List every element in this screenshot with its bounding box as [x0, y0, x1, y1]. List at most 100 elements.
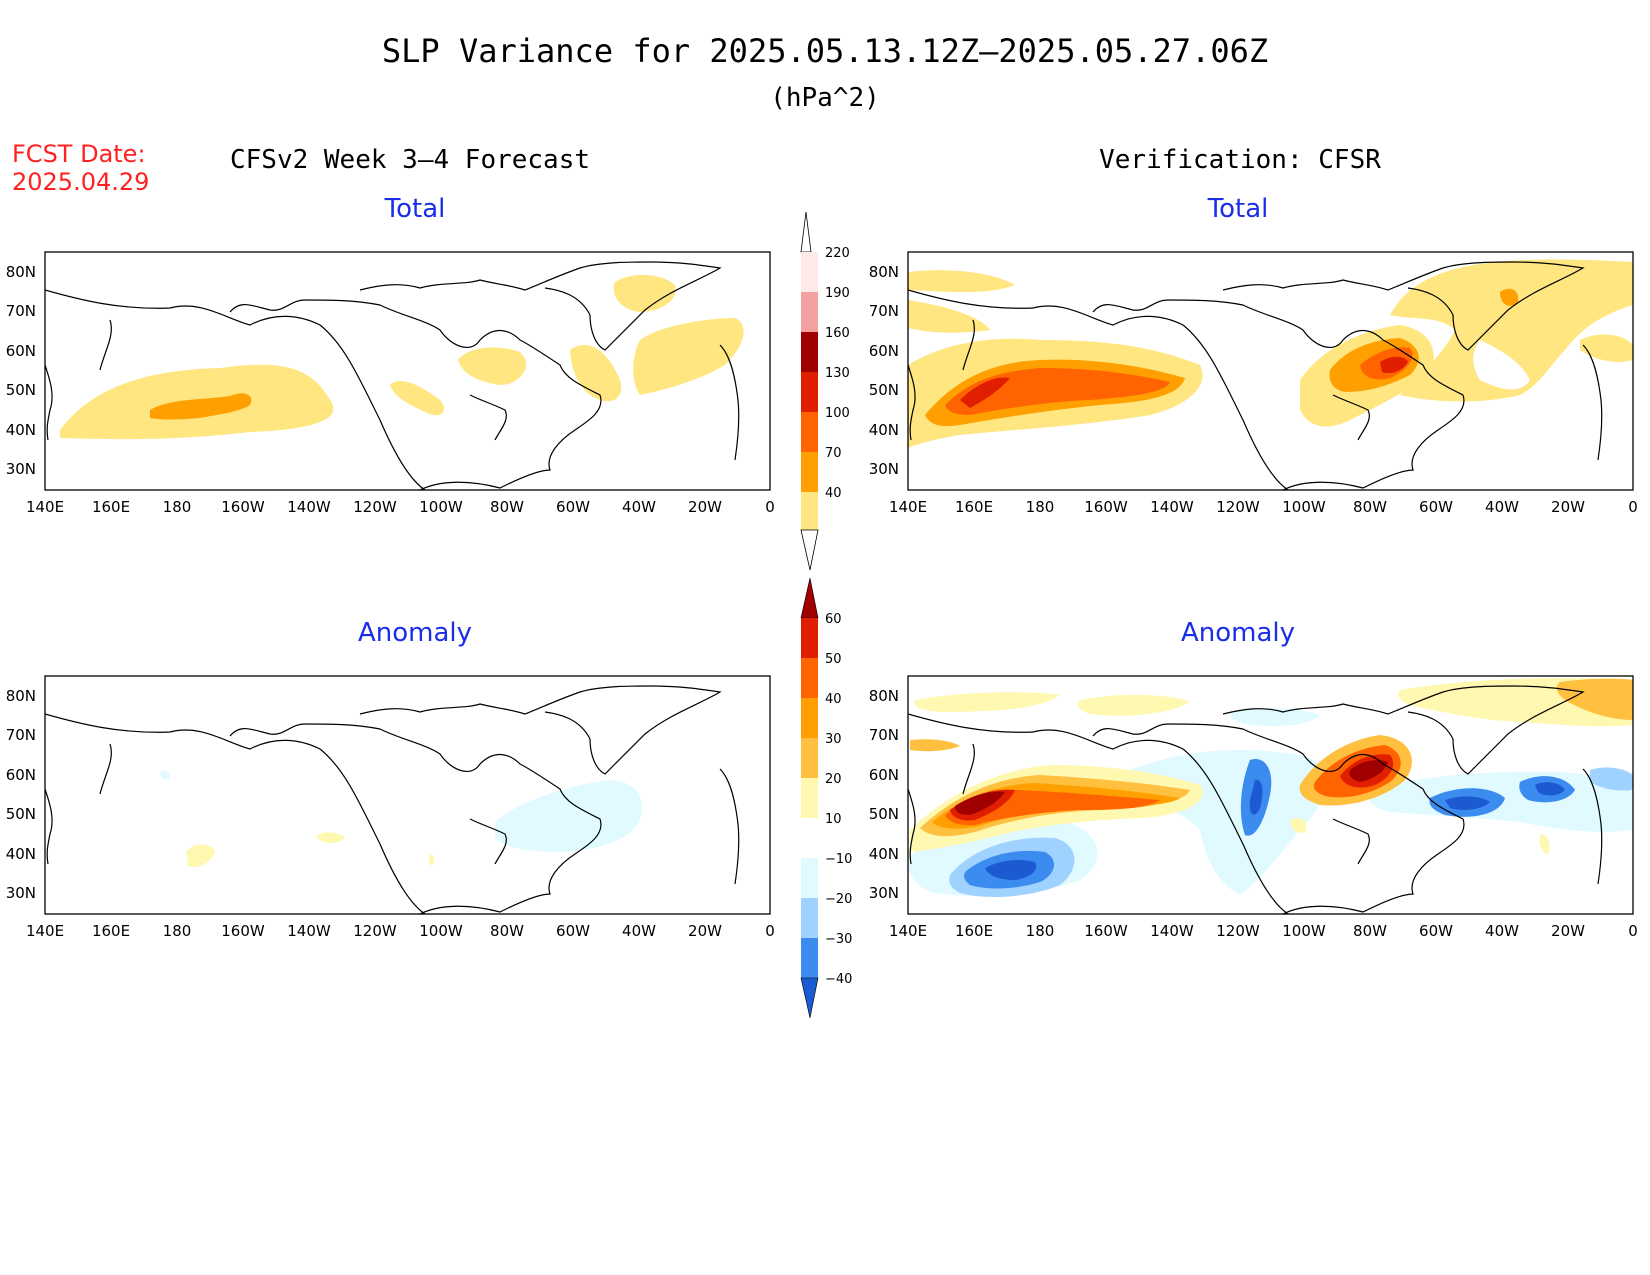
colorbar-total-bin	[801, 492, 818, 530]
colorbar-anomaly-bin	[801, 858, 818, 898]
colorbar-total-label: 190	[825, 286, 850, 301]
colorbar-total-bin	[801, 252, 818, 292]
colorbar-anomaly-bin	[801, 938, 818, 978]
lat-label: 80N	[869, 687, 899, 705]
colorbar-anomaly-bin	[801, 738, 818, 778]
lon-label: 160E	[92, 922, 130, 940]
lon-label: 160W	[1084, 922, 1128, 940]
map-forecast-total: 80N 70N 60N 50N 40N 30N 140E 160E 180 16…	[6, 251, 775, 516]
lon-label: 20W	[688, 498, 722, 516]
lon-label: 180	[163, 498, 192, 516]
lat-label: 40N	[869, 845, 899, 863]
lon-label: 180	[1026, 922, 1055, 940]
colorbar-anomaly-label: 10	[825, 812, 842, 827]
lon-label: 140W	[287, 922, 331, 940]
lat-label: 60N	[6, 766, 36, 784]
units-label: (hPa^2)	[770, 83, 880, 113]
colorbar-total-bin	[801, 452, 818, 492]
colorbar-total-top-arrow	[800, 211, 812, 253]
lon-label: 60W	[1419, 922, 1453, 940]
lat-label: 60N	[869, 342, 899, 360]
lat-label: 70N	[869, 726, 899, 744]
map-verification-total: 80N 70N 60N 50N 40N 30N 140E 160E 180 16…	[869, 251, 1638, 516]
lon-label: 20W	[688, 922, 722, 940]
figure-title: SLP Variance for 2025.05.13.12Z–2025.05.…	[382, 32, 1268, 70]
lon-label: 60W	[556, 498, 590, 516]
lon-axis-forecast-total: 140E 160E 180 160W 140W 120W 100W 80W 60…	[26, 498, 775, 516]
lat-label: 40N	[6, 845, 36, 863]
lon-label: 100W	[419, 498, 463, 516]
lat-label: 70N	[869, 302, 899, 320]
coastlines-forecast-total	[45, 261, 740, 490]
lat-label: 80N	[6, 263, 36, 281]
lat-label: 50N	[6, 381, 36, 399]
lat-label: 50N	[869, 381, 899, 399]
lon-label: 120W	[1216, 922, 1260, 940]
colorbar-anomaly-label: −40	[825, 972, 852, 987]
lon-label: 180	[163, 922, 192, 940]
lon-label: 100W	[419, 922, 463, 940]
colorbar-anomaly-label: 20	[825, 772, 842, 787]
lon-label: 140E	[889, 498, 927, 516]
lon-label: 160W	[1084, 498, 1128, 516]
colorbar-total-label: 40	[825, 486, 842, 501]
lon-label: 140E	[26, 498, 64, 516]
lon-label: 140W	[1150, 498, 1194, 516]
colorbar-total-bin	[801, 412, 818, 452]
colorbar-total: 220 190 160 130 100 70 40	[800, 211, 850, 571]
lon-label: 20W	[1551, 498, 1585, 516]
lon-label: 60W	[1419, 498, 1453, 516]
lat-label: 80N	[869, 263, 899, 281]
lon-label: 80W	[490, 922, 524, 940]
colorbar-total-label: 130	[825, 366, 850, 381]
lon-label: 180	[1026, 498, 1055, 516]
lon-label: 140E	[889, 922, 927, 940]
lat-label: 30N	[6, 884, 36, 902]
colorbar-anomaly-label: 50	[825, 652, 842, 667]
lon-label: 40W	[1485, 922, 1519, 940]
lon-label: 40W	[622, 922, 656, 940]
shading-forecast-anomaly	[160, 770, 642, 868]
lon-label: 0	[1628, 922, 1638, 940]
coastlines-forecast-anomaly	[45, 685, 740, 914]
shading-verification-anomaly	[908, 678, 1633, 897]
coastlines-verification-total	[908, 261, 1603, 490]
colorbar-anomaly-bottom-arrow	[800, 977, 819, 1019]
lon-label: 0	[765, 498, 775, 516]
colorbar-anomaly-label: 40	[825, 692, 842, 707]
lon-label: 120W	[353, 922, 397, 940]
lat-axis-forecast-total: 80N 70N 60N 50N 40N 30N	[6, 263, 36, 478]
colorbar-anomaly-bin	[801, 818, 818, 858]
colorbar-total-bottom-arrow	[800, 529, 819, 571]
lon-label: 120W	[1216, 498, 1260, 516]
panel-title-verification-total: Total	[1207, 194, 1269, 224]
lon-label: 40W	[1485, 498, 1519, 516]
colorbar-anomaly-label: −10	[825, 852, 852, 867]
lon-label: 100W	[1282, 922, 1326, 940]
lon-label: 40W	[622, 498, 656, 516]
map-forecast-anomaly: 80N 70N 60N 50N 40N 30N 140E 160E 180 16…	[6, 675, 775, 940]
verification-header: Verification: CFSR	[1099, 145, 1381, 175]
lon-label: 140W	[1150, 922, 1194, 940]
lon-label: 100W	[1282, 498, 1326, 516]
lon-label: 160E	[955, 922, 993, 940]
lon-label: 160E	[955, 498, 993, 516]
colorbar-total-label: 160	[825, 326, 850, 341]
lat-label: 50N	[869, 805, 899, 823]
lat-label: 40N	[6, 421, 36, 439]
lon-label: 0	[765, 922, 775, 940]
colorbar-anomaly-label: 60	[825, 612, 842, 627]
lon-label: 80W	[1353, 922, 1387, 940]
shading-forecast-total	[60, 274, 744, 440]
panel-title-verification-anomaly: Anomaly	[1181, 618, 1295, 648]
lon-label: 60W	[556, 922, 590, 940]
colorbar-total-label: 220	[825, 246, 850, 261]
lon-label: 0	[1628, 498, 1638, 516]
lat-axis-verification-total: 80N 70N 60N 50N 40N 30N	[869, 263, 899, 478]
colorbar-anomaly-bin	[801, 698, 818, 738]
colorbar-total-bin	[801, 292, 818, 332]
colorbar-total-bin	[801, 332, 818, 372]
lat-label: 30N	[6, 460, 36, 478]
colorbar-anomaly-bin	[801, 658, 818, 698]
